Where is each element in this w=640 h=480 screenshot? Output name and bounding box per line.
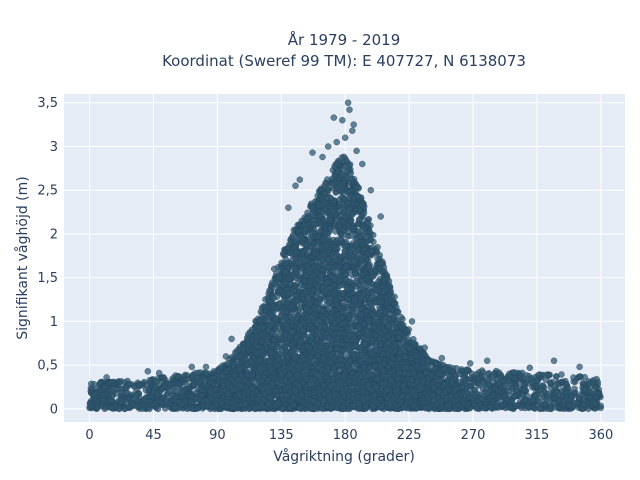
data-point [297,322,304,329]
data-point [511,393,518,400]
data-point [537,405,544,412]
data-point [256,364,263,372]
data-point [375,278,382,285]
data-point [280,250,287,257]
data-point [125,380,133,387]
data-point [190,381,198,389]
data-point [495,369,503,376]
data-point [558,371,565,378]
data-points [86,99,604,413]
